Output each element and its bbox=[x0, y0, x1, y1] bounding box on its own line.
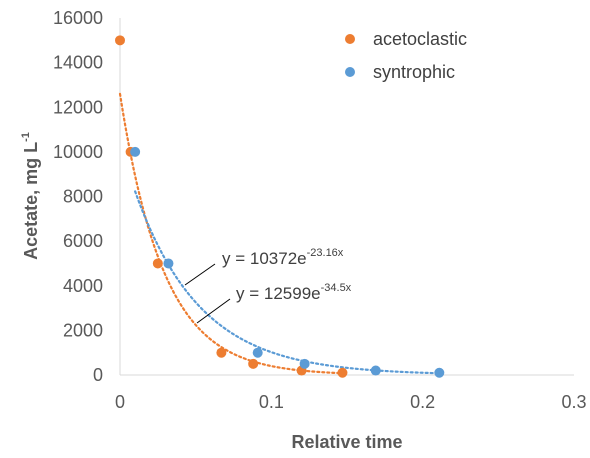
y-tick-label: 10000 bbox=[53, 142, 103, 162]
trendlines bbox=[118, 92, 441, 375]
y-tick-label: 2000 bbox=[63, 320, 103, 340]
equation-text-syntrophic: y = 10372e-23.16x bbox=[222, 247, 344, 268]
x-tick-labels: 0 0.1 0.2 0.3 bbox=[115, 392, 587, 412]
x-axis-title-group: Relative time bbox=[291, 432, 402, 452]
y-tick-label: 16000 bbox=[53, 8, 103, 28]
data-points bbox=[115, 35, 445, 378]
y-tick-label: 6000 bbox=[63, 231, 103, 251]
plot-area bbox=[119, 18, 574, 376]
x-tick-label: 0.1 bbox=[259, 392, 284, 412]
data-point-acetoclastic bbox=[115, 35, 125, 46]
legend-label-syntrophic: syntrophic bbox=[373, 62, 455, 82]
y-tick-label: 0 bbox=[93, 365, 103, 385]
y-axis-title-superscript: -1 bbox=[20, 132, 32, 142]
y-tick-label: 8000 bbox=[63, 187, 103, 207]
equation-text-acetoclastic: y = 12599e-34.5x bbox=[236, 282, 352, 303]
trendline-syntrophic bbox=[134, 190, 441, 375]
x-tick-label: 0.2 bbox=[410, 392, 435, 412]
data-point-syntrophic bbox=[130, 146, 141, 157]
y-axis-title-group: Acetate, mg L-1 bbox=[20, 132, 41, 260]
legend-marker-syntrophic bbox=[345, 67, 355, 77]
x-axis-title: Relative time bbox=[291, 432, 402, 452]
data-point-syntrophic bbox=[370, 365, 381, 376]
y-axis-title: Acetate, mg L-1 bbox=[20, 132, 41, 260]
data-point-acetoclastic bbox=[216, 347, 227, 358]
y-tick-label: 4000 bbox=[63, 276, 103, 296]
y-tick-label: 12000 bbox=[53, 97, 103, 117]
data-point-syntrophic bbox=[252, 347, 263, 358]
legend: acetoclastic syntrophic bbox=[345, 29, 467, 82]
y-tick-label: 14000 bbox=[53, 53, 103, 73]
equation-syntrophic: y = 10372e-23.16x bbox=[184, 247, 344, 286]
equation-leader-syntrophic bbox=[184, 263, 216, 286]
data-point-syntrophic bbox=[163, 258, 174, 269]
data-point-acetoclastic bbox=[248, 358, 259, 369]
data-point-syntrophic bbox=[299, 358, 310, 369]
data-point-acetoclastic bbox=[337, 367, 348, 378]
legend-label-acetoclastic: acetoclastic bbox=[373, 29, 467, 49]
equation-acetoclastic: y = 12599e-34.5x bbox=[196, 282, 352, 324]
data-point-acetoclastic bbox=[152, 258, 163, 269]
x-tick-label: 0.3 bbox=[561, 392, 586, 412]
y-axis-title-main: Acetate, mg L bbox=[21, 142, 41, 260]
x-tick-label: 0 bbox=[115, 392, 125, 412]
equation-leader-acetoclastic bbox=[196, 298, 231, 324]
y-tick-labels: 0 2000 4000 6000 8000 10000 12000 14000 16000 bbox=[53, 8, 103, 385]
legend-marker-acetoclastic bbox=[345, 34, 355, 44]
data-point-syntrophic bbox=[434, 367, 445, 378]
